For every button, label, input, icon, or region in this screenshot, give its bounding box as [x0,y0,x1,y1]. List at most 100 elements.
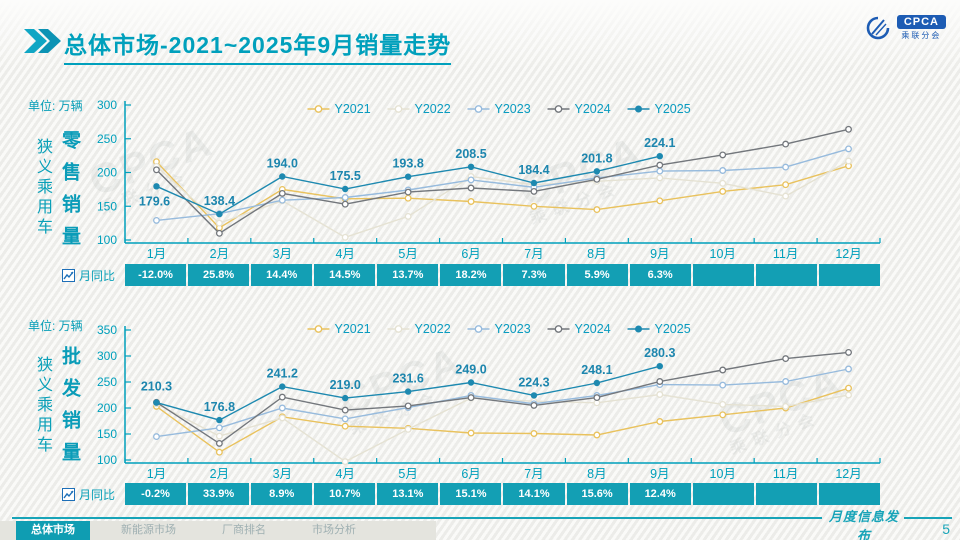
yoy-cell [755,264,817,286]
legend-item-Y2024: Y2024 [547,322,611,336]
x-tick-label: 11月 [773,467,798,481]
data-point [279,173,286,180]
data-point [216,210,223,218]
data-point [845,157,852,165]
x-tick-label: 1月 [147,247,166,261]
data-label: 179.6 [139,194,170,208]
data-label: 241.2 [267,367,298,381]
data-point [719,381,727,389]
yoy-label-text: 月同比 [79,487,116,502]
svg-text:Y2025: Y2025 [655,102,691,116]
data-point [278,404,286,412]
data-point [341,415,349,423]
cpca-swirl-icon [866,16,890,40]
data-label: 208.5 [455,147,486,161]
yoy-cell: 8.9% [251,483,313,505]
data-point [845,384,852,392]
data-point [341,422,349,430]
data-point [216,416,223,424]
yoy-cell: 14.5% [314,264,376,286]
data-point [404,388,412,395]
x-tick-label: 1月 [147,467,166,481]
data-point [467,184,475,192]
x-tick-label: 11月 [773,247,798,261]
data-label: 176.8 [204,400,235,414]
data-point [215,424,223,432]
data-point [467,176,475,184]
yoy-label: 月同比 [62,483,125,505]
yoy-label: 月同比 [62,264,125,286]
y-tick-label: 250 [97,132,117,146]
data-point [719,400,727,408]
data-point [215,439,223,447]
data-point [845,145,852,153]
x-tick-label: 3月 [273,247,292,261]
tab-nev-market[interactable]: 新能源市场 [121,524,176,536]
y-tick-label: 300 [97,349,117,363]
page-title: 总体市场-2021~2025年9月销量走势 [64,26,452,65]
data-point [404,188,412,196]
data-point [782,181,790,189]
data-point [215,219,223,227]
data-point [153,433,160,441]
data-point [782,192,790,200]
yoy-cell: 12.4% [629,483,691,505]
legend-item-Y2022: Y2022 [387,102,451,116]
category-label-wholesale: 狭义乘用车 [34,356,51,456]
svg-text:Y2025: Y2025 [655,322,691,336]
data-point [719,187,727,195]
yoy-cell [692,264,754,286]
data-point [153,216,160,224]
x-tick-label: 10月 [710,467,736,481]
series-Y2025 [153,153,663,218]
category-label-retail: 狭义乘用车 [34,138,51,238]
data-point [719,411,727,419]
data-point [467,379,475,386]
data-point [656,153,663,160]
yoy-cell: 33.9% [188,483,250,505]
x-tick-label: 4月 [335,247,354,261]
yoy-cell: 14.4% [251,264,313,286]
yoy-cell: -0.2% [125,483,187,505]
unit-label-wholesale: 单位: 万辆 [28,319,83,333]
x-tick-label: 7月 [524,467,543,481]
yoy-cell: 25.8% [188,264,250,286]
data-point [279,383,286,390]
footer-rule [12,517,822,519]
x-tick-label: 10月 [710,247,736,261]
tab-market-analysis[interactable]: 市场分析 [312,524,356,536]
y-tick-label: 200 [97,401,117,415]
svg-text:Y2022: Y2022 [415,322,451,336]
data-label: 224.3 [518,375,549,389]
data-point [782,355,790,363]
yoy-cell: 6.3% [629,264,691,286]
data-point [782,378,790,385]
tab-overall-market[interactable]: 总体市场 [16,521,90,540]
data-point [404,194,412,202]
data-point [593,379,601,387]
data-label: 201.8 [581,151,612,165]
data-label: 193.8 [392,157,423,171]
data-label: 138.4 [204,194,235,208]
yoy-cell: 10.7% [314,483,376,505]
data-point [153,183,160,190]
data-point [278,414,286,422]
data-point [467,163,475,170]
yoy-cell [755,483,817,505]
cpca-logo: CPCA 乘联分会 [864,14,946,42]
y-tick-label: 150 [97,427,117,441]
yoy-cell: 13.1% [377,483,439,505]
tab-oem-ranking[interactable]: 厂商排名 [222,524,266,536]
x-tick-label: 6月 [461,247,480,261]
data-label: 219.0 [330,378,361,392]
legend-item-Y2022: Y2022 [387,322,451,336]
logo-subtitle: 乘联分会 [901,31,942,40]
data-point [593,394,601,402]
data-point [342,185,349,193]
x-tick-label: 2月 [210,467,229,481]
trend-chart-icon [62,487,75,501]
series-Y2022 [153,391,852,466]
data-point [593,175,601,183]
x-tick-label: 7月 [524,247,543,261]
